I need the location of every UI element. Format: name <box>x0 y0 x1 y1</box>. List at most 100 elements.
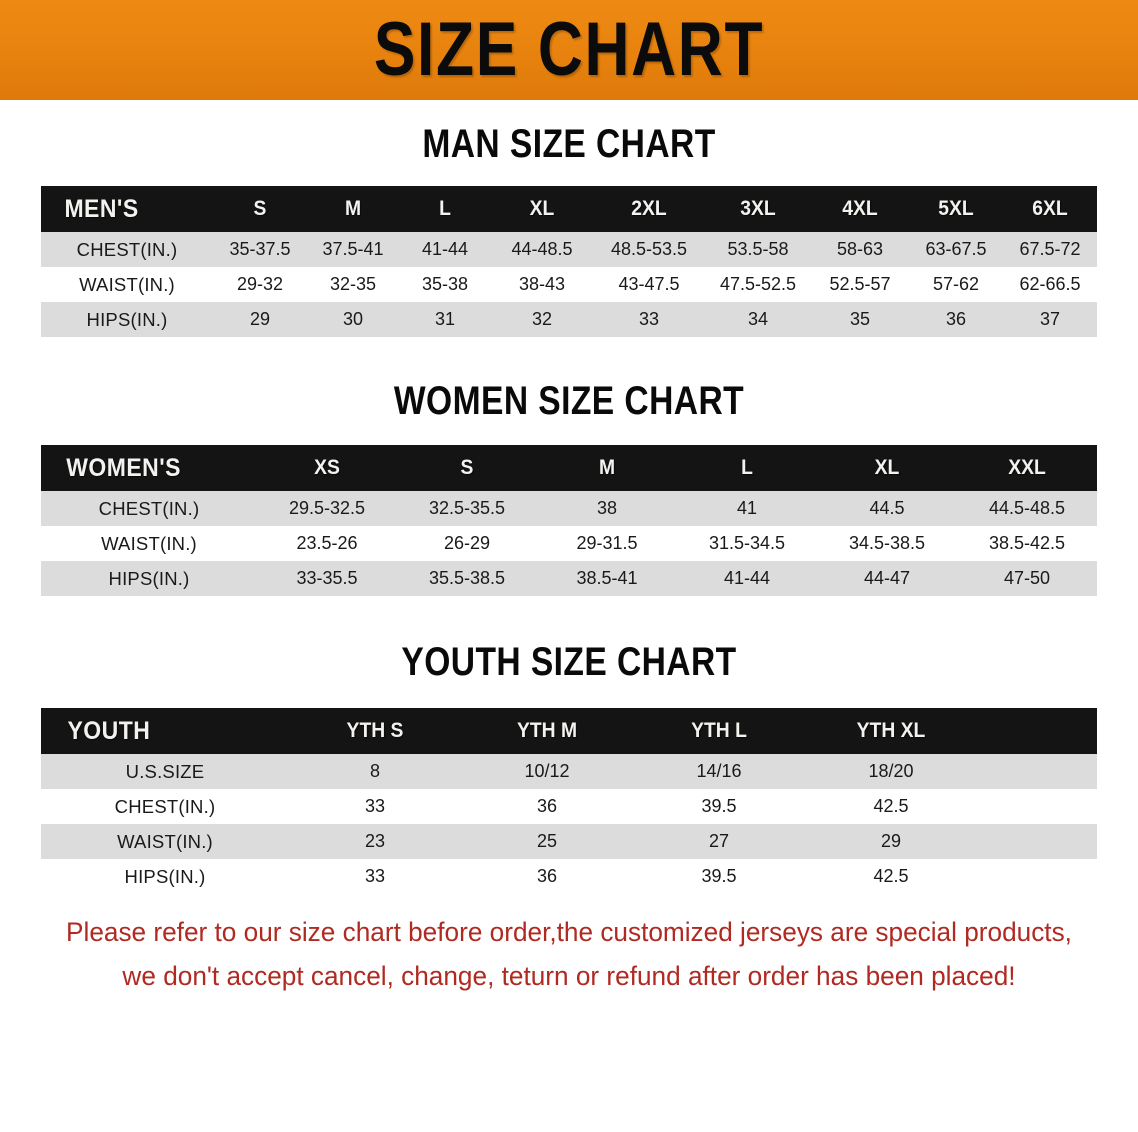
table-row: CHEST(IN.) 29.5-32.5 32.5-35.5 38 41 44.… <box>41 491 1097 526</box>
men-size-section: MAN SIZE CHART MEN'S S M L XL 2XL 3XL 4X… <box>0 122 1138 337</box>
women-corner-label: WOMEN'S <box>66 453 181 482</box>
men-cell: 31 <box>434 309 456 329</box>
men-table-body: MEN'S S M L XL 2XL 3XL 4XL 5XL 6XL CHEST… <box>41 186 1097 337</box>
women-cell: 38.5-42.5 <box>988 533 1066 553</box>
women-size-header: M <box>598 456 616 479</box>
youth-cell: 25 <box>536 831 558 851</box>
youth-row-label: HIPS(IN.) <box>124 865 206 887</box>
men-size-header: XL <box>529 197 555 220</box>
note-line-1: Please refer to our size chart before or… <box>66 917 1072 947</box>
men-cell: 35-37.5 <box>229 239 291 259</box>
table-row: U.S.SIZE 8 10/12 14/16 18/20 <box>41 754 1097 789</box>
men-cell: 29-32 <box>236 274 284 294</box>
youth-cell-spacer <box>977 859 1097 894</box>
youth-cell-spacer <box>977 754 1097 789</box>
men-row-label: HIPS(IN.) <box>86 308 168 330</box>
men-cell: 32 <box>531 309 553 329</box>
youth-size-header: YTH XL <box>856 719 926 742</box>
men-size-header: 5XL <box>938 197 974 220</box>
youth-row-label: CHEST(IN.) <box>114 795 216 817</box>
women-size-header: S <box>460 456 474 479</box>
men-cell: 53.5-58 <box>727 239 789 259</box>
men-cell: 35 <box>849 309 871 329</box>
youth-row-label: WAIST(IN.) <box>117 830 213 852</box>
youth-size-section: YOUTH SIZE CHART YOUTH YTH S YTH M YTH L… <box>0 640 1138 894</box>
women-cell: 29-31.5 <box>576 533 638 553</box>
youth-cell: 29 <box>880 831 902 851</box>
youth-cell: 10/12 <box>524 761 570 781</box>
women-cell: 44.5-48.5 <box>988 498 1066 518</box>
youth-cell: 36 <box>536 866 558 886</box>
youth-cell: 18/20 <box>868 761 914 781</box>
men-size-header: 2XL <box>631 197 667 220</box>
women-cell: 32.5-35.5 <box>428 498 506 518</box>
youth-cell: 23 <box>364 831 386 851</box>
women-row-label: CHEST(IN.) <box>98 497 200 519</box>
page-title: SIZE CHART <box>373 7 765 92</box>
men-cell: 63-67.5 <box>925 239 987 259</box>
men-section-title: MAN SIZE CHART <box>422 122 716 166</box>
youth-table-body: YOUTH YTH S YTH M YTH L YTH XL U.S.SIZE … <box>41 708 1097 894</box>
men-cell: 33 <box>638 309 660 329</box>
youth-cell: 33 <box>364 866 386 886</box>
youth-size-table: YOUTH YTH S YTH M YTH L YTH XL U.S.SIZE … <box>41 708 1097 894</box>
men-cell: 32-35 <box>329 274 377 294</box>
youth-row-label: U.S.SIZE <box>125 760 205 782</box>
men-corner-label: MEN'S <box>64 194 139 223</box>
youth-cell-spacer <box>977 789 1097 824</box>
men-size-table: MEN'S S M L XL 2XL 3XL 4XL 5XL 6XL CHEST… <box>41 186 1097 337</box>
women-size-header: L <box>741 456 753 479</box>
women-size-header: XXL <box>1008 456 1046 479</box>
youth-cell: 27 <box>708 831 730 851</box>
men-cell: 30 <box>342 309 364 329</box>
note-line-2: we don't accept cancel, change, teturn o… <box>122 961 1016 991</box>
women-size-header: XL <box>874 456 900 479</box>
women-row-label: WAIST(IN.) <box>101 532 197 554</box>
men-cell: 67.5-72 <box>1019 239 1081 259</box>
women-cell: 41 <box>736 498 758 518</box>
youth-size-header: YTH S <box>346 719 404 742</box>
men-size-header: 6XL <box>1032 197 1068 220</box>
youth-cell: 39.5 <box>701 866 737 886</box>
women-table-body: WOMEN'S XS S M L XL XXL CHEST(IN.) 29.5-… <box>41 445 1097 596</box>
table-row: HIPS(IN.) 29 30 31 32 33 34 35 36 37 <box>41 302 1097 337</box>
youth-cell-spacer <box>977 824 1097 859</box>
men-cell: 37.5-41 <box>322 239 384 259</box>
youth-cell: 8 <box>369 761 380 781</box>
men-cell: 58-63 <box>836 239 884 259</box>
women-size-header: XS <box>314 456 340 479</box>
men-cell: 52.5-57 <box>829 274 891 294</box>
women-cell: 23.5-26 <box>296 533 358 553</box>
women-cell: 44-47 <box>863 568 911 588</box>
men-cell: 29 <box>249 309 271 329</box>
men-cell: 41-44 <box>421 239 469 259</box>
men-cell: 57-62 <box>932 274 980 294</box>
table-row: WAIST(IN.) 29-32 32-35 35-38 38-43 43-47… <box>41 267 1097 302</box>
youth-cell: 42.5 <box>873 866 909 886</box>
women-cell: 29.5-32.5 <box>288 498 366 518</box>
men-cell: 34 <box>747 309 769 329</box>
men-row-label: CHEST(IN.) <box>76 238 178 260</box>
table-row: HIPS(IN.) 33 36 39.5 42.5 <box>41 859 1097 894</box>
women-size-table: WOMEN'S XS S M L XL XXL CHEST(IN.) 29.5-… <box>41 445 1097 596</box>
women-cell: 44.5 <box>869 498 905 518</box>
youth-cell: 36 <box>536 796 558 816</box>
women-cell: 41-44 <box>723 568 771 588</box>
youth-cell: 42.5 <box>873 796 909 816</box>
youth-size-header: YTH L <box>691 719 747 742</box>
youth-size-header: YTH M <box>516 719 578 742</box>
men-cell: 47.5-52.5 <box>719 274 797 294</box>
men-row-label: WAIST(IN.) <box>79 273 175 295</box>
table-row: HIPS(IN.) 33-35.5 35.5-38.5 38.5-41 41-4… <box>41 561 1097 596</box>
table-row: WAIST(IN.) 23 25 27 29 <box>41 824 1097 859</box>
men-cell: 48.5-53.5 <box>610 239 688 259</box>
men-size-header: M <box>344 197 362 220</box>
women-cell: 38.5-41 <box>576 568 638 588</box>
youth-cell: 14/16 <box>696 761 742 781</box>
men-cell: 38-43 <box>518 274 566 294</box>
page-banner: SIZE CHART <box>0 0 1138 100</box>
women-cell: 38 <box>596 498 618 518</box>
men-size-header: S <box>253 197 267 220</box>
men-cell: 37 <box>1039 309 1061 329</box>
men-size-header: L <box>439 197 451 220</box>
